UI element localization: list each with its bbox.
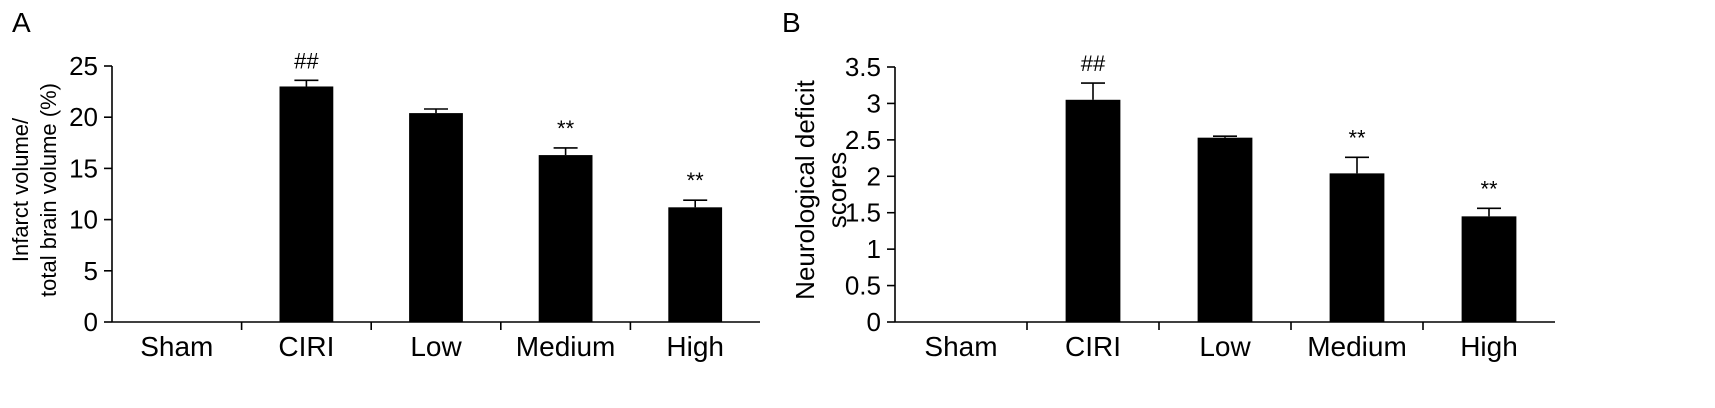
- panel-a-bar-low: [409, 113, 463, 322]
- panel-a-category-label-low: Low: [410, 331, 462, 362]
- panel-b-y-tick-label: 0.5: [845, 271, 881, 301]
- panel-a-y-tick-label: 15: [69, 153, 98, 183]
- panel-b-significance-medium: **: [1348, 125, 1366, 150]
- panel-a-significance-high: **: [687, 168, 705, 193]
- panel-a-y-tick-label: 10: [69, 205, 98, 235]
- panel-b-ylabel-line-1: Neurological deficit: [790, 79, 820, 299]
- panel-b-y-tick-label: 2: [867, 161, 881, 191]
- panel-a-category-label-medium: Medium: [516, 331, 616, 362]
- panel-a-significance-ciri: ##: [294, 48, 319, 73]
- panel-a-label: A: [12, 7, 31, 38]
- panel-b-bar-medium: [1329, 173, 1385, 322]
- panel-b-category-label-medium: Medium: [1307, 331, 1407, 362]
- panel-a-bar-high: [668, 207, 723, 322]
- panel-a-bar-medium: [538, 155, 593, 322]
- panel-b-significance-ciri: ##: [1081, 51, 1106, 76]
- panel-b-category-label-low: Low: [1199, 331, 1251, 362]
- panel-a-ylabel-line-2: total brain volume (%): [36, 83, 61, 297]
- panel-a-bar-ciri: [279, 86, 334, 322]
- panel-a-plot: 0 5 10 15 20 25 Sham ## CIRI Low ** Medium ** High: [69, 48, 760, 362]
- panel-b-label: B: [782, 7, 801, 38]
- panel-a-category-label-high: High: [666, 331, 724, 362]
- panel-a-y-tick-label: 20: [69, 102, 98, 132]
- panel-a-y-tick-label: 0: [84, 307, 98, 337]
- panel-b-plot: 0 0.5 1 1.5 2 2.5 3 3.5 Sham ## CIRI Low ** Medium ** H…: [845, 51, 1555, 362]
- panel-b-y-tick-label: 3.5: [845, 52, 881, 82]
- panel-b-bar-low: [1197, 137, 1253, 322]
- panel-a-ylabel-line-1: Infarct volume/: [8, 117, 33, 262]
- panel-a-category-label-ciri: CIRI: [278, 331, 334, 362]
- panel-a-significance-medium: **: [557, 116, 575, 141]
- panel-b-bar-high: [1461, 216, 1517, 322]
- panel-b-y-tick-label: 3: [867, 88, 881, 118]
- panel-a-category-label-sham: Sham: [140, 331, 213, 362]
- panel-b-category-label-sham: Sham: [924, 331, 997, 362]
- panel-b-bar-ciri: [1065, 99, 1121, 323]
- panel-a: A Infarct volume/ total brain volume (%)…: [8, 7, 760, 362]
- panel-b-y-tick-label: 2.5: [845, 125, 881, 155]
- panel-b: B Neurological deficit scores 0 0.5 1 1.5 2 2…: [782, 7, 1555, 362]
- panel-a-y-tick-label: 25: [69, 51, 98, 81]
- panel-a-y-tick-label: 5: [84, 256, 98, 286]
- panel-b-y-tick-label: 1.5: [845, 198, 881, 228]
- panel-b-y-tick-label: 0: [867, 307, 881, 337]
- panel-b-y-tick-label: 1: [867, 234, 881, 264]
- panel-b-significance-high: **: [1480, 176, 1498, 201]
- panel-b-category-label-ciri: CIRI: [1065, 331, 1121, 362]
- panel-b-category-label-high: High: [1460, 331, 1518, 362]
- panel-b-ylabel-line-2: scores: [822, 152, 852, 229]
